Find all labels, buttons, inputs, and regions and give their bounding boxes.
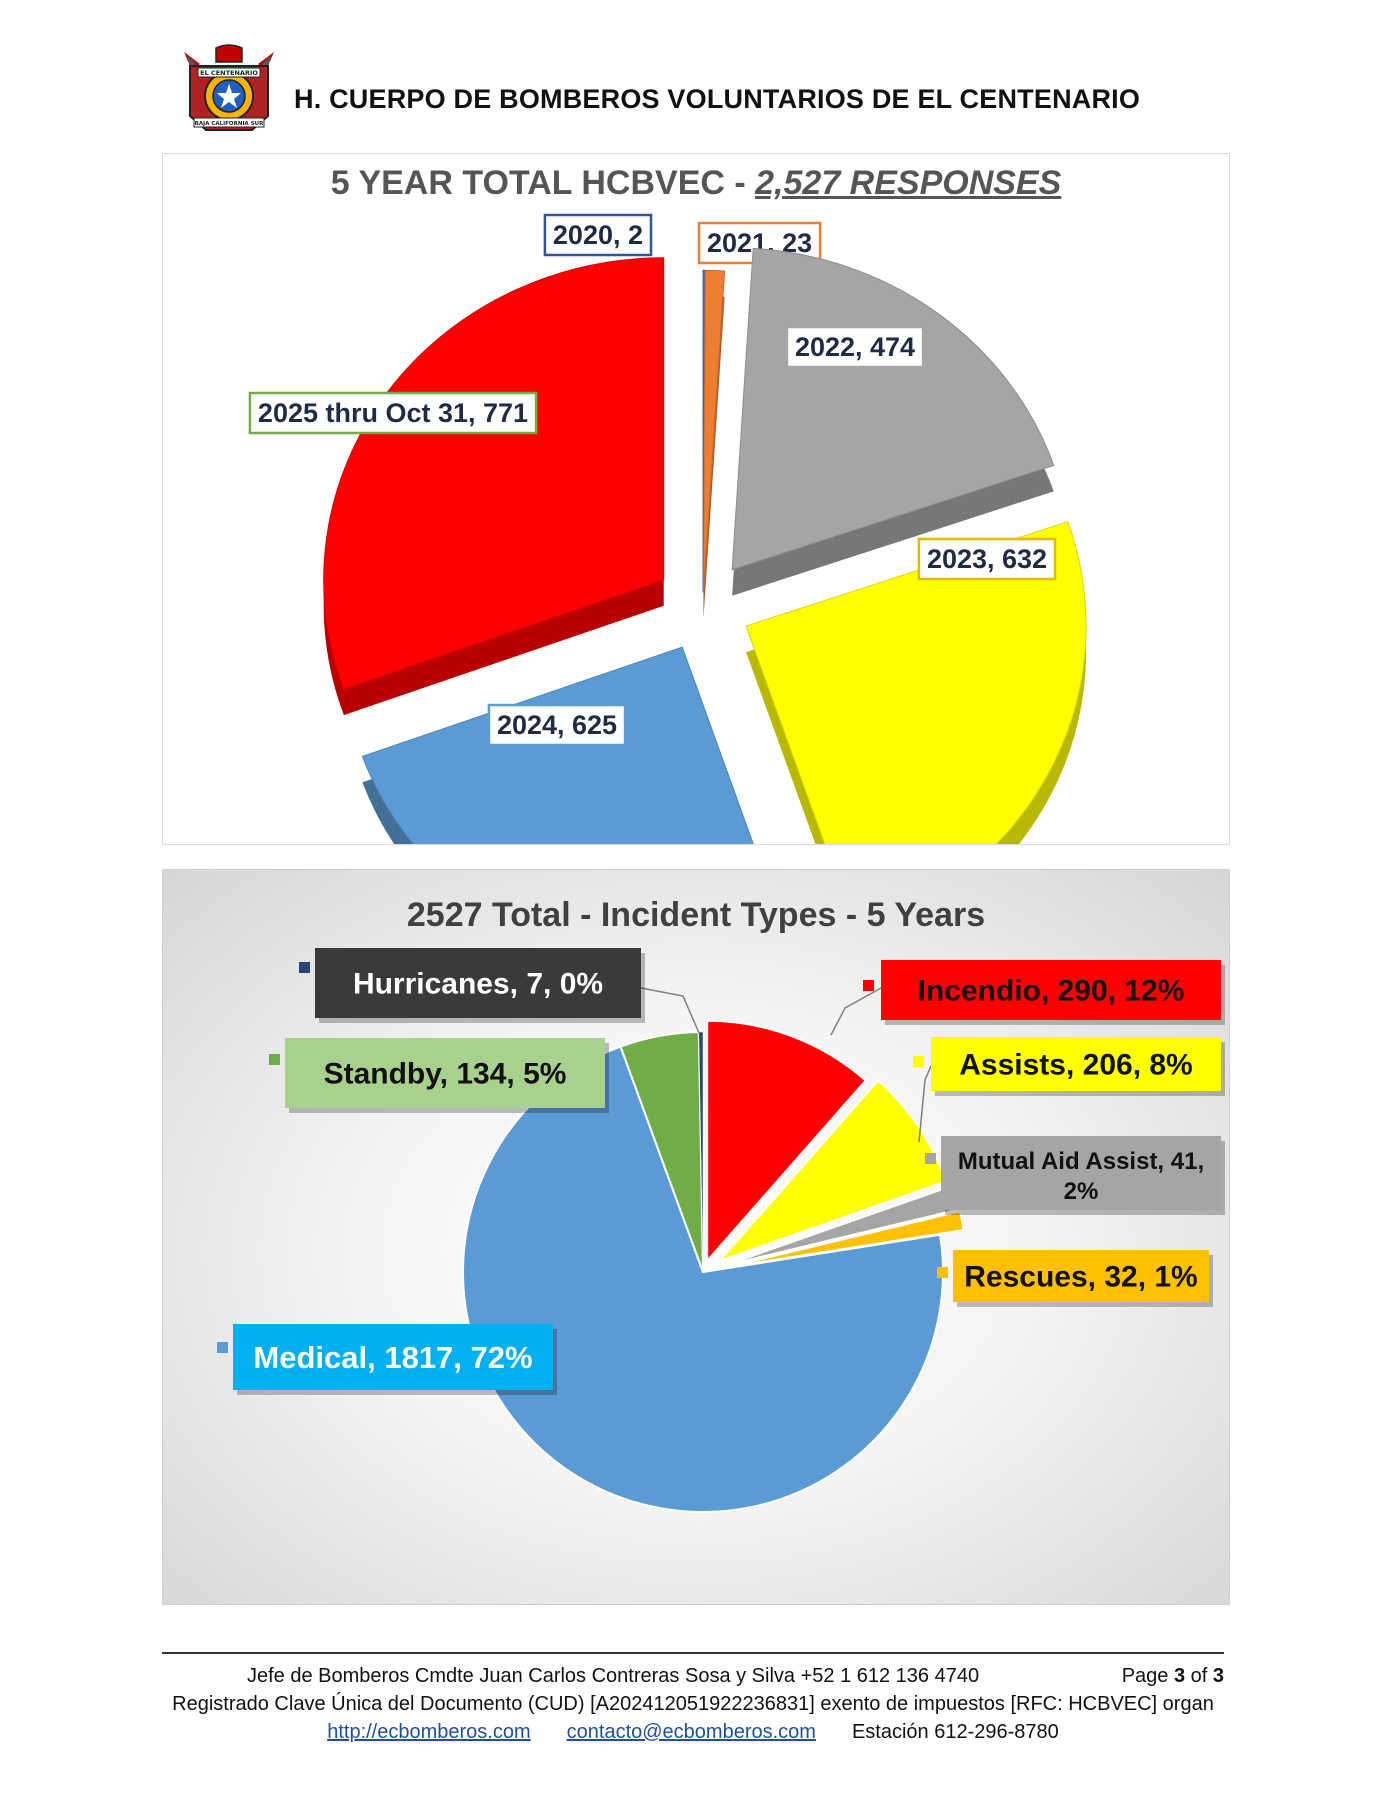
pie2-label-standby: Standby, 134, 5% [269,1038,609,1113]
pie2-label-text: Rescues, 32, 1% [964,1261,1197,1294]
chart-incident-types: 2527 Total - Incident Types - 5 Years In… [162,869,1230,1605]
pie2-label-mutual-aid-assist: Mutual Aid Assist, 41, 2% [925,1136,1225,1215]
pie2-label-text: Incendio, 290, 12% [918,975,1185,1008]
pie2-label-hurricanes: Hurricanes, 7, 0% [299,948,645,1023]
pie1-label-2024: 2024, 625 [487,703,627,747]
pie2-label-text: Standby, 134, 5% [324,1058,567,1091]
pie1-slice-2021 [702,269,726,619]
page-total: 3 [1212,1665,1224,1687]
logo-bottom-text: BAJA CALIFORNIA SUR [195,121,264,127]
page-number: Page 3 of 3 [1122,1662,1224,1690]
pie2-label-text: Mutual Aid Assist, 41, 2% [958,1148,1204,1205]
organization-title: H. CUERPO DE BOMBEROS VOLUNTARIOS DE EL … [294,84,1141,114]
page-prefix: Page [1121,1665,1174,1687]
pie1-label-2022: 2022, 474 [785,325,925,369]
legend-marker [269,1054,280,1065]
svg-text:2020, 2: 2020, 2 [553,220,643,250]
svg-text:2025 thru Oct 31, 771: 2025 thru Oct 31, 771 [258,398,528,428]
footer-divider [162,1652,1224,1654]
footer-contact: Jefe de Bomberos Cmdte Juan Carlos Contr… [247,1665,980,1687]
footer-line-1: Jefe de Bomberos Cmdte Juan Carlos Contr… [162,1662,1224,1690]
page-of: of [1185,1665,1213,1687]
legend-marker [299,962,310,973]
chart-yearly-responses: 5 YEAR TOTAL HCBVEC - 2,527 RESPONSES 20… [162,153,1230,845]
chart2-title: 2527 Total - Incident Types - 5 Years [406,896,986,934]
page-current: 3 [1173,1665,1186,1687]
chart1-title: 5 YEAR TOTAL HCBVEC - 2,527 RESPONSES [163,164,1229,203]
legend-marker [937,1267,948,1278]
pie1-slice-2025-thru-oct-31 [323,257,665,716]
pie1-label-2023: 2023, 632 [917,537,1057,581]
legend-marker [217,1342,228,1353]
footer-line-3: http://ecbomberos.com contacto@ecbomberos… [162,1718,1224,1746]
chart1-title-main: 5 YEAR TOTAL HCBVEC - [330,164,756,202]
website-link[interactable]: http://ecbomberos.com [327,1721,531,1743]
footer-line-2: Registrado Clave Única del Documento (CU… [172,1693,1214,1715]
pie2-label-text: Medical, 1817, 72% [253,1340,532,1375]
pie2-label-medical: Medical, 1817, 72% [217,1324,557,1395]
fire-department-logo: EL CENTENARIO BAJA CALIFORNIA SUR [184,44,274,131]
legend-marker [925,1153,936,1164]
svg-text:2024, 625: 2024, 625 [497,710,617,740]
pie2-label-text: Assists, 206, 8% [959,1049,1192,1082]
page-header: EL CENTENARIO BAJA CALIFORNIA SUR H. CUE… [162,40,1224,155]
logo-top-text: EL CENTENARIO [200,69,258,77]
pie1-label-2025-thru-oct-31: 2025 thru Oct 31, 771 [248,391,538,435]
pie2-slice-medical [462,1045,944,1513]
pie2-label-incendio: Incendio, 290, 12% [863,960,1225,1025]
svg-text:2022, 474: 2022, 474 [795,332,915,362]
legend-marker [913,1056,924,1067]
pie2-label-rescues: Rescues, 32, 1% [937,1250,1213,1307]
legend-marker [863,980,874,991]
pie2-label-text: Hurricanes, 7, 0% [353,968,603,1001]
pie1-slice-2023 [745,521,1087,844]
chart2-plot: Incendio, 290, 12% Assists, 206, 8% Mutual… [217,948,1225,1513]
pie2-leader-assists [918,1065,932,1143]
pie2-leader-hurricanes [640,987,700,1034]
pie2-leader-incendio [830,987,882,1036]
svg-text:2023, 632: 2023, 632 [927,544,1047,574]
pie1-label-2020: 2020, 2 [543,213,653,257]
email-link[interactable]: contacto@ecbomberos.com [566,1721,816,1743]
chart1-title-highlight: 2,527 RESPONSES [755,164,1062,202]
pie2-slice-incendio [706,1019,868,1264]
pie2-label-assists: Assists, 206, 8% [913,1037,1225,1096]
pie2-slice-rescues [726,1210,965,1269]
page-footer: Jefe de Bomberos Cmdte Juan Carlos Contr… [162,1652,1224,1746]
station-phone: Estación 612-296-8780 [851,1721,1059,1743]
